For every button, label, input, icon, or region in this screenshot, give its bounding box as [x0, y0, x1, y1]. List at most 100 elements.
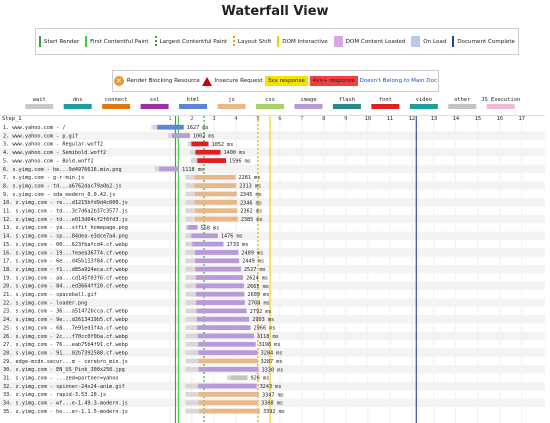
- request-wait-bar: [185, 400, 199, 406]
- request-label: 29. edge-mcdn.secur...m - cerebro_min.js: [3, 359, 128, 365]
- legend-item-start-render: Start Render: [38, 36, 80, 47]
- legend-item-first-contentful-paint: First Contentful Paint: [85, 36, 149, 47]
- request-label: 28. s.yimg.com - 91...02b7392588.cf.webp: [3, 350, 128, 356]
- request-duration: 2689 ms: [248, 292, 270, 298]
- request-duration: 1627 ms: [187, 125, 209, 131]
- type-swatch-css: [256, 104, 284, 109]
- request-bar: [191, 141, 209, 147]
- legend-label: Start Render: [43, 38, 80, 45]
- request-bar: [198, 400, 259, 406]
- request-bar: [198, 392, 259, 397]
- request-duration: 2345 ms: [240, 192, 262, 198]
- request-wait-bar: [185, 283, 196, 289]
- row-stripe: [0, 381, 545, 391]
- legend-label: DOM Content Loaded: [345, 38, 406, 45]
- legend-swatch: [85, 36, 88, 47]
- request-wait-bar: [185, 233, 192, 239]
- row-stripe: [0, 348, 545, 357]
- request-wait-bar: [151, 124, 158, 130]
- request-label: 17. s.yimg.com - 6e...d45b113f84.cf.webp: [3, 259, 128, 265]
- request-duration: 2704 ms: [248, 300, 270, 306]
- request-bar: [194, 216, 238, 222]
- request-bar: [195, 149, 221, 155]
- request-wait-bar: [185, 174, 195, 180]
- request-duration: 3392 ms: [263, 409, 285, 415]
- request-bar: [197, 333, 254, 339]
- type-swatch-image: [294, 104, 323, 109]
- request-wait-bar: [185, 266, 196, 272]
- render-blocking-legend: ✕ Render Blocking Resource: [113, 76, 200, 86]
- type-label-image: image: [300, 97, 316, 103]
- type-swatch-dns: [63, 104, 92, 109]
- request-label: 18. s.yimg.com - f1...d85a924eca.cf.webp: [3, 267, 128, 273]
- request-bar: [196, 300, 245, 305]
- type-label-other: other: [454, 97, 471, 103]
- request-wait-bar: [185, 383, 199, 389]
- request-label: 19. s.yimg.com - aa...cd145f03f6.cf.webp: [3, 275, 128, 281]
- request-bar: [195, 266, 241, 272]
- request-bar: [195, 258, 240, 264]
- legend-label: Document Complete: [457, 38, 515, 45]
- request-duration: 1476 ms: [221, 234, 243, 240]
- resource-legend: ✕ Render Blocking Resource Insecure Requ…: [112, 70, 439, 92]
- type-swatch-font: [371, 104, 400, 109]
- request-bar: [195, 275, 244, 280]
- request-wait-bar: [185, 333, 198, 339]
- request-duration: 1052 ms: [212, 142, 234, 148]
- row-stripe: [0, 331, 545, 341]
- waterfall-chart: wait dns connect ssl html js css image flash font…: [0, 97, 545, 423]
- request-bar: [187, 225, 198, 230]
- not-main-doc-legend: Doesn't Belong to Main Doc: [359, 78, 438, 84]
- page-title: Waterfall View: [221, 4, 329, 19]
- request-bar: [159, 166, 180, 172]
- request-wait-bar: [185, 341, 199, 347]
- request-label: 9. s.yimg.com - sda_modern_0.0.42.js: [3, 192, 115, 198]
- request-label: 2. www.yahoo.com - p.gif: [3, 133, 78, 139]
- request-wait-bar: [227, 375, 231, 381]
- request-duration: 2527 ms: [244, 267, 266, 273]
- request-label: 30. s.yimg.com - EN_US_Pink_300x250.jpg: [3, 367, 125, 373]
- request-wait-bar: [185, 183, 195, 189]
- request-duration: 3243 ms: [260, 384, 282, 390]
- request-label: 24. s.yimg.com - 9e...d2613419b5.cf.webp: [3, 317, 128, 323]
- row-stripe: [0, 365, 545, 374]
- type-label-jsexec: JS Execution: [481, 97, 520, 103]
- request-wait-bar: [185, 350, 199, 356]
- type-swatch-js: [217, 104, 246, 109]
- request-bar: [196, 316, 250, 322]
- request-wait-bar: [185, 392, 199, 397]
- type-label-css: css: [265, 97, 275, 103]
- type-swatch-wait: [25, 104, 54, 109]
- legend-item-largest-contentful-paint: Largest Contentful Paint: [154, 36, 228, 47]
- row-stripe: [0, 398, 545, 407]
- request-duration: 1002 ms: [193, 133, 215, 139]
- request-duration: 3330 ms: [262, 367, 284, 373]
- request-bar: [194, 183, 237, 189]
- request-label: 35. s.yimg.com - ho...er-1.1.5-modern.js: [3, 409, 128, 415]
- legend-label: Largest Contentful Paint: [159, 38, 228, 45]
- request-label: 22. s.yimg.com - loader.png: [3, 300, 87, 306]
- request-duration: 1733 ms: [226, 242, 248, 248]
- request-duration: 2665 ms: [247, 284, 269, 290]
- legend-swatch: [333, 36, 343, 47]
- request-wait-bar: [185, 216, 195, 222]
- type-swatch-html: [179, 104, 208, 109]
- row-stripe: [0, 181, 545, 190]
- legend-label: First Contentful Paint: [90, 38, 149, 45]
- request-bar: [198, 366, 259, 372]
- type-label-ssl: ssl: [150, 97, 160, 103]
- request-duration: 3347 ms: [262, 392, 284, 398]
- request-wait-bar: [185, 308, 197, 314]
- request-wait-bar: [154, 166, 160, 172]
- request-wait-bar: [185, 208, 195, 214]
- type-label-js: js: [228, 97, 235, 103]
- request-wait-bar: [185, 358, 199, 364]
- row-stripe: [0, 231, 545, 240]
- type-label-font: font: [379, 97, 392, 103]
- request-duration: 3118 ms: [257, 334, 279, 340]
- request-duration: 3308 ms: [261, 401, 283, 407]
- request-wait-bar: [185, 199, 195, 205]
- request-label: 21. s.yimg.com - spaceball.gif: [3, 292, 97, 298]
- request-wait-bar: [185, 300, 197, 305]
- request-bar: [194, 199, 237, 205]
